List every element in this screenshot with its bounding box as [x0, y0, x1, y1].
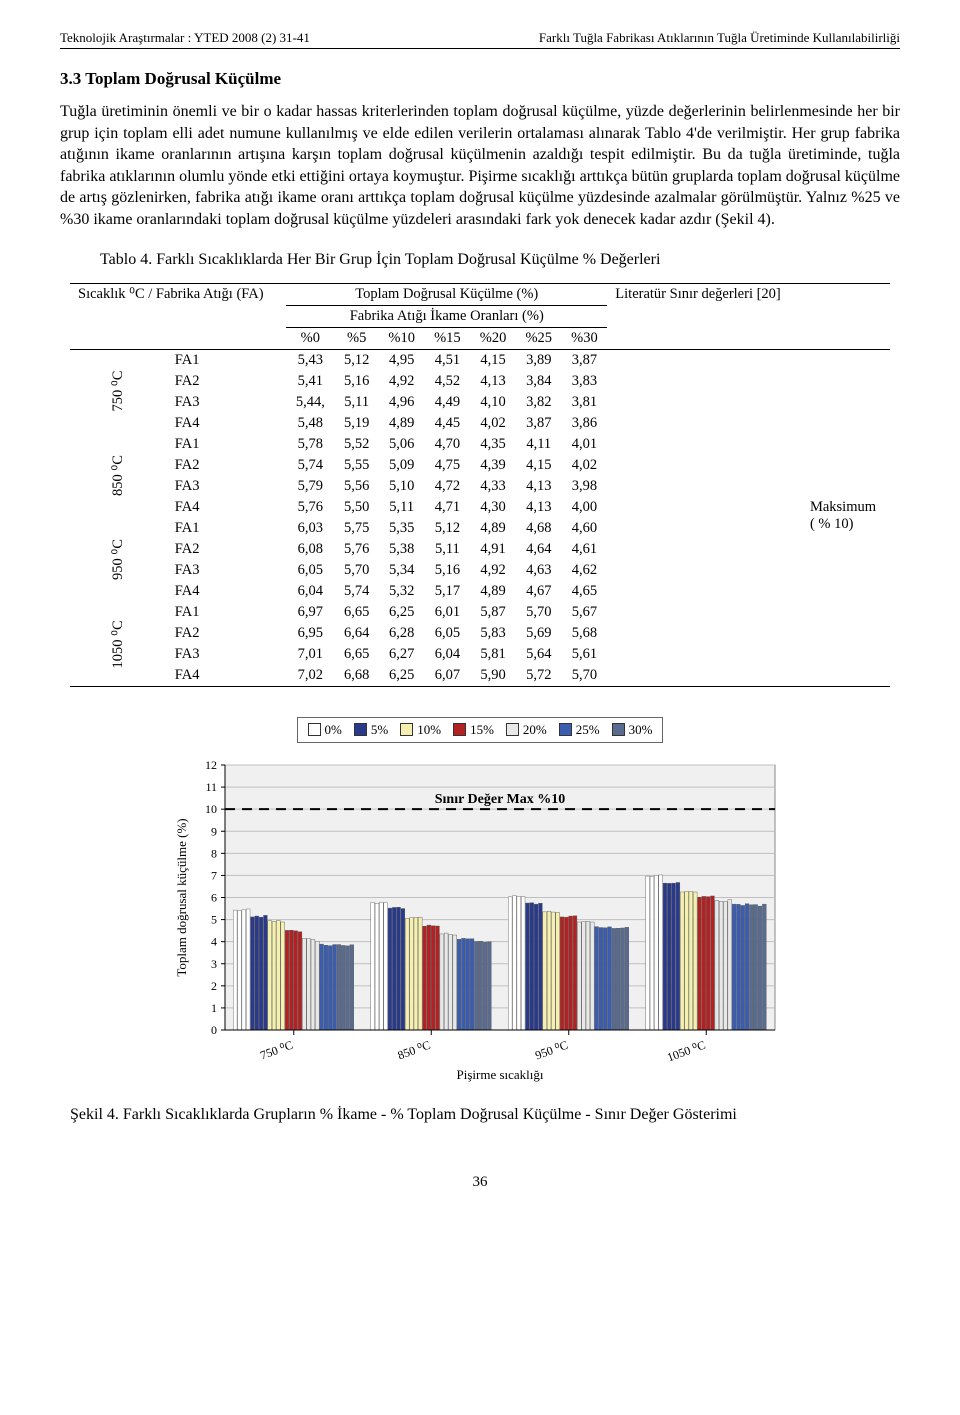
- legend-item: 20%: [506, 722, 547, 738]
- svg-text:950 ⁰C: 950 ⁰C: [533, 1037, 570, 1062]
- svg-text:6: 6: [211, 890, 217, 904]
- svg-text:1: 1: [211, 1000, 217, 1014]
- svg-text:3: 3: [211, 956, 217, 970]
- legend-item: 25%: [559, 722, 600, 738]
- table-caption: Tablo 4. Farklı Sıcaklıklarda Her Bir Gr…: [100, 251, 900, 269]
- chart-legend: 0% 5% 10% 15% 20% 25% 30%: [297, 717, 664, 743]
- svg-text:11: 11: [205, 780, 217, 794]
- svg-text:9: 9: [211, 824, 217, 838]
- header-right: Farklı Tuğla Fabrikası Atıklarının Tuğla…: [539, 30, 900, 46]
- page-number: 36: [60, 1174, 900, 1191]
- svg-text:Pişirme sıcaklığı: Pişirme sıcaklığı: [456, 1067, 543, 1082]
- svg-text:7: 7: [211, 868, 217, 882]
- svg-text:2: 2: [211, 978, 217, 992]
- legend-item: 0%: [308, 722, 342, 738]
- svg-text:Toplam doğrusal küçülme (%): Toplam doğrusal küçülme (%): [174, 818, 189, 976]
- bar-chart-svg: 0123456789101112750 ⁰C850 ⁰C950 ⁰C1050 ⁰…: [170, 755, 790, 1085]
- page-header: Teknolojik Araştırmalar : YTED 2008 (2) …: [60, 30, 900, 49]
- svg-text:10: 10: [205, 802, 217, 816]
- svg-text:4: 4: [211, 934, 217, 948]
- legend-item: 5%: [354, 722, 388, 738]
- svg-text:5: 5: [211, 912, 217, 926]
- svg-text:0: 0: [211, 1023, 217, 1037]
- figure-caption: Şekil 4. Farklı Sıcaklıklarda Grupların …: [70, 1106, 900, 1124]
- section-heading: 3.3 Toplam Doğrusal Küçülme: [60, 69, 900, 89]
- svg-text:8: 8: [211, 846, 217, 860]
- chart: 0123456789101112750 ⁰C850 ⁰C950 ⁰C1050 ⁰…: [170, 755, 790, 1090]
- svg-text:12: 12: [205, 758, 217, 772]
- legend-item: 10%: [400, 722, 441, 738]
- svg-text:750 ⁰C: 750 ⁰C: [258, 1037, 295, 1062]
- data-table: Sıcaklık ⁰C / Fabrika Atığı (FA)Toplam D…: [70, 283, 890, 687]
- svg-text:850 ⁰C: 850 ⁰C: [396, 1037, 433, 1062]
- legend-item: 30%: [612, 722, 653, 738]
- legend-item: 15%: [453, 722, 494, 738]
- svg-text:Sınır Değer Max %10: Sınır Değer Max %10: [435, 792, 566, 807]
- svg-text:1050 ⁰C: 1050 ⁰C: [665, 1037, 707, 1064]
- header-left: Teknolojik Araştırmalar : YTED 2008 (2) …: [60, 30, 310, 46]
- body-text: Tuğla üretiminin önemli ve bir o kadar h…: [60, 101, 900, 231]
